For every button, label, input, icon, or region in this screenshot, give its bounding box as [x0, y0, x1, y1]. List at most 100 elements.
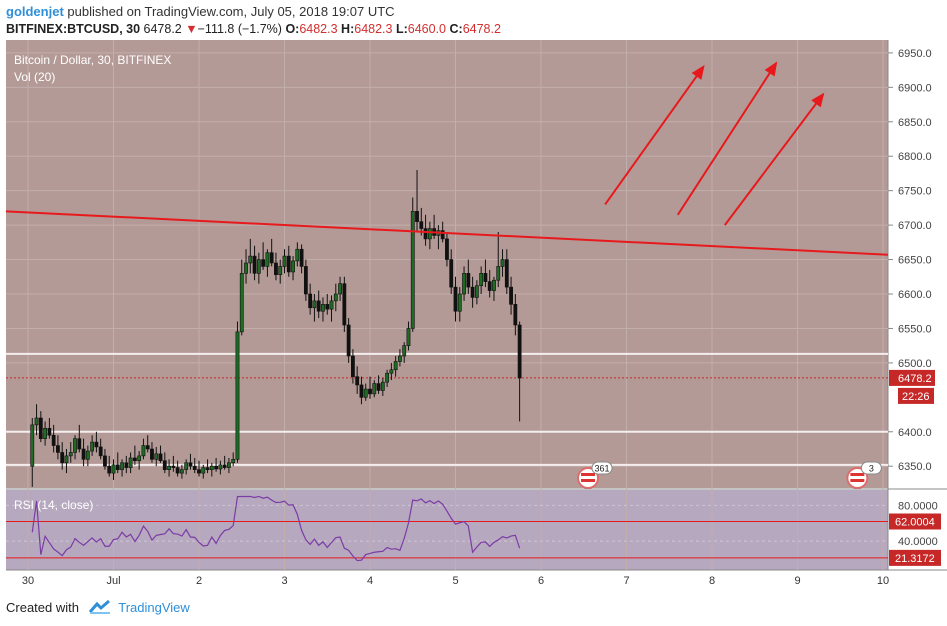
- y-tick-label: 6600.0: [898, 289, 932, 301]
- event-count: 3: [869, 464, 874, 474]
- candle-body: [64, 455, 69, 464]
- candle-body: [380, 381, 385, 391]
- x-tick-label: 8: [709, 575, 715, 587]
- author-name[interactable]: goldenjet: [6, 4, 64, 19]
- candle-body: [350, 355, 355, 377]
- y-tick-label: 6700.0: [898, 220, 932, 232]
- candle-body: [252, 255, 257, 274]
- candle-body: [359, 384, 364, 398]
- bullish-arrow: [724, 92, 825, 226]
- candle-body: [321, 304, 325, 312]
- rsi-upper-badge: [889, 513, 941, 530]
- event-count-badge: [860, 461, 882, 475]
- candle-body: [124, 462, 129, 468]
- candle-body: [453, 286, 458, 312]
- candle-body: [449, 259, 454, 288]
- price-axis[interactable]: [888, 40, 947, 570]
- candle-body: [282, 255, 287, 267]
- candle-body: [73, 438, 77, 453]
- drawings[interactable]: [5, 61, 889, 256]
- flag-stripe: [850, 479, 865, 482]
- y-tick-label: 6800.0: [898, 151, 932, 163]
- candle-body: [312, 300, 317, 309]
- price-change: −111.8 (−1.7%): [197, 22, 282, 36]
- candle-body: [372, 383, 377, 395]
- created-with-label: Created with: [6, 600, 79, 615]
- candle-body: [107, 465, 112, 474]
- candle-body: [346, 324, 351, 357]
- candle-body: [214, 465, 219, 470]
- event-markers[interactable]: 361 3: [577, 461, 882, 489]
- x-tick-label: 3: [281, 575, 287, 587]
- y-tick-label: 6500.0: [898, 358, 932, 370]
- candle-body: [269, 252, 274, 264]
- x-tick-label: 30: [22, 575, 34, 587]
- candle-body: [85, 450, 90, 460]
- price-chart[interactable]: 80.0000 40.0000 62.0004 21.3172 6950.0 6900.…: [0, 40, 947, 595]
- rsi-pane[interactable]: [6, 490, 888, 570]
- candle-body: [457, 293, 462, 312]
- candle-body: [209, 465, 214, 470]
- candle-body: [77, 438, 82, 450]
- open-label: O:: [285, 22, 300, 36]
- x-tick-label: 7: [623, 575, 629, 587]
- candle-body: [132, 457, 137, 462]
- tradingview-link[interactable]: TradingView: [118, 600, 190, 615]
- countdown-badge: [898, 387, 934, 404]
- candle-body: [415, 211, 419, 222]
- candle-body: [47, 428, 52, 436]
- rsi-plot: 80.0000 40.0000 62.0004 21.3172: [6, 495, 941, 566]
- rsi-tick-label: 40.0000: [898, 536, 938, 548]
- tradingview-logo-icon[interactable]: [88, 599, 111, 617]
- y-tick-label: 6650.0: [898, 255, 932, 267]
- candle-body: [68, 452, 73, 457]
- bullish-arrow: [604, 65, 705, 206]
- candle-body: [235, 331, 240, 460]
- candle-body: [466, 273, 471, 288]
- candle-body: [98, 446, 103, 457]
- candle-body: [316, 300, 321, 312]
- candle-body: [192, 465, 197, 470]
- y-tick-label: 6400.0: [898, 427, 932, 439]
- candle-body: [120, 462, 124, 470]
- high-label: H:: [341, 22, 355, 36]
- candle-body: [115, 464, 120, 470]
- publish-line: goldenjet published on TradingView.com, …: [6, 4, 395, 19]
- candle-body: [81, 448, 86, 460]
- candle-body: [496, 266, 501, 281]
- flag-stripe: [581, 479, 596, 482]
- candle-body: [158, 453, 163, 462]
- candle-body: [402, 345, 407, 357]
- candle-body: [265, 252, 270, 267]
- bullish-arrow: [676, 61, 778, 216]
- candle-body: [43, 428, 48, 439]
- ohlc-line: BITFINEX:BTCUSD, 30 6478.2 ▼−111.8 (−1.7…: [6, 22, 501, 36]
- candle-body: [291, 260, 295, 273]
- candle-body: [197, 469, 201, 474]
- candle-body: [363, 388, 368, 398]
- candle-body: [423, 228, 428, 240]
- rsi-label: RSI (14, close): [14, 498, 93, 512]
- rsi-current-badge: [889, 549, 941, 566]
- rsi-upper-badge-text: 62.0004: [895, 517, 935, 529]
- high-value: 6482.3: [354, 22, 393, 36]
- candle-body: [398, 355, 402, 362]
- last-price-badge-text: 6478.2: [898, 373, 932, 385]
- candle-body: [128, 457, 133, 468]
- last-price: 6478.2: [143, 22, 182, 36]
- candle-body: [184, 462, 189, 470]
- candle-body: [51, 434, 56, 446]
- candle-body: [162, 460, 167, 470]
- candle-body: [34, 417, 39, 426]
- candle-body: [239, 273, 244, 333]
- rsi-current-badge-text: 21.3172: [895, 553, 935, 565]
- candle-body: [154, 453, 159, 460]
- candle-body: [406, 328, 411, 346]
- x-tick-label: 2: [196, 575, 202, 587]
- candle-body: [376, 383, 381, 391]
- horizontal-levels[interactable]: [6, 46, 888, 466]
- candle-body: [274, 262, 278, 276]
- candle-body: [205, 467, 210, 470]
- candle-body: [410, 211, 415, 329]
- candle-body: [286, 255, 291, 273]
